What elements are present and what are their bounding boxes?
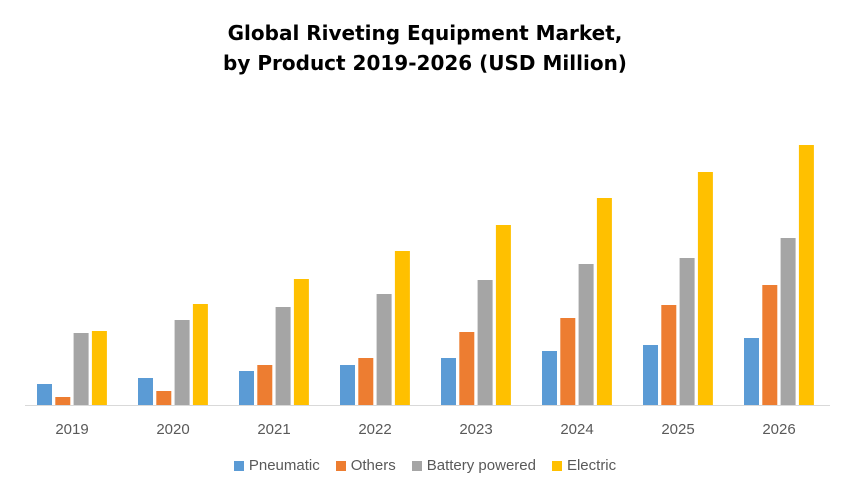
bar-battery-powered-2019 <box>73 333 89 405</box>
bar-electric-2021 <box>293 279 309 405</box>
bar-pneumatic-2026 <box>744 338 759 405</box>
legend-label: Electric <box>566 457 617 474</box>
x-tick-label: 2023 <box>459 421 492 438</box>
bar-others-2020 <box>156 391 172 405</box>
legend-swatch <box>233 460 244 471</box>
bar-pneumatic-2024 <box>542 351 557 405</box>
bar-battery-powered-2025 <box>679 258 695 405</box>
legend-label: Others <box>350 457 396 474</box>
bar-others-2025 <box>661 305 677 405</box>
legend-label: Pneumatic <box>248 457 320 474</box>
x-tick-label: 2021 <box>257 421 290 438</box>
bar-battery-powered-2024 <box>578 264 594 405</box>
bar-electric-2025 <box>697 172 713 405</box>
legend: Pneumatic Others Battery powered Electric <box>0 457 850 474</box>
x-tick-label: 2026 <box>762 421 795 438</box>
bar-others-2019 <box>55 397 71 405</box>
x-tick-label: 2019 <box>55 421 88 438</box>
bar-electric-2020 <box>192 304 208 405</box>
bar-battery-powered-2021 <box>275 307 291 405</box>
legend-item: Electric <box>551 457 617 474</box>
legend-swatch <box>551 460 562 471</box>
chart-title-line-2: by Product 2019-2026 (USD Million) <box>223 51 627 75</box>
bar-others-2024 <box>560 318 576 405</box>
bar-electric-2026 <box>798 145 814 405</box>
chart-title: Global Riveting Equipment Market, by Pro… <box>0 18 850 78</box>
legend-label: Battery powered <box>426 457 536 474</box>
bar-pneumatic-2019 <box>37 384 52 405</box>
chart-title-line-1: Global Riveting Equipment Market, <box>227 21 623 45</box>
bar-electric-2022 <box>394 251 410 405</box>
legend-swatch <box>335 460 346 471</box>
bar-others-2022 <box>358 358 374 405</box>
bar-pneumatic-2020 <box>138 378 153 405</box>
bar-others-2026 <box>762 285 778 405</box>
bar-battery-powered-2020 <box>174 320 190 405</box>
bar-electric-2023 <box>495 225 511 405</box>
bar-battery-powered-2026 <box>780 238 796 405</box>
bar-pneumatic-2025 <box>643 345 658 405</box>
bar-pneumatic-2021 <box>239 371 254 405</box>
bar-pneumatic-2023 <box>441 358 456 405</box>
x-tick-label: 2022 <box>358 421 391 438</box>
x-tick-label: 2024 <box>560 421 593 438</box>
bar-battery-powered-2023 <box>477 280 493 405</box>
x-tick-label: 2020 <box>156 421 189 438</box>
bar-battery-powered-2022 <box>376 294 392 405</box>
x-tick-label: 2025 <box>661 421 694 438</box>
bar-pneumatic-2022 <box>340 365 355 405</box>
bar-electric-2019 <box>91 331 107 405</box>
bar-electric-2024 <box>596 198 612 405</box>
bar-others-2021 <box>257 365 273 405</box>
legend-item: Battery powered <box>411 457 536 474</box>
bar-others-2023 <box>459 332 475 405</box>
legend-swatch <box>411 460 422 471</box>
legend-item: Pneumatic <box>233 457 320 474</box>
legend-item: Others <box>335 457 396 474</box>
